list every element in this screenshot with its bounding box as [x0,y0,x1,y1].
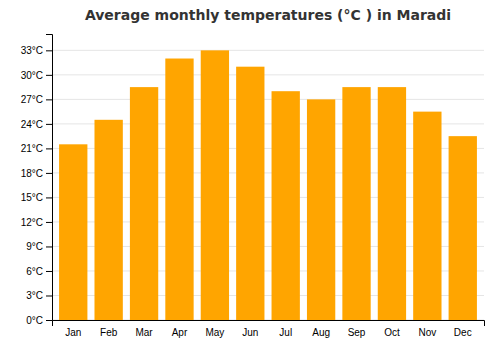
tick-mark [46,222,52,223]
tick-label: Oct [384,327,400,338]
bar [272,91,300,320]
tick-label: 21°C [21,143,43,154]
axis-line [53,321,485,327]
bar [59,144,87,320]
tick-label: Sep [348,327,366,338]
grid-line [52,50,484,51]
tick-mark [46,295,52,296]
tick-mark [46,75,52,76]
tick-mark [46,246,52,247]
tick: Dec [454,327,472,338]
tick-label: 6°C [26,266,43,277]
tick-label: 24°C [21,119,43,130]
tick-label: 33°C [21,45,43,56]
bars [59,50,477,320]
tick-label: Aug [312,327,330,338]
tick-label: Nov [418,327,436,338]
tick: 33°C [21,45,52,56]
grid-line [52,99,484,100]
tick-label: 27°C [21,94,43,105]
tick-label: 0°C [26,315,43,326]
bar [342,87,370,320]
plot: 0°C 3°C 6°C 9°C 12°C 15°C 18°C 21°C 24°C 27°C 30°C… [21,35,485,339]
tick: Nov [418,327,436,338]
tick: 9°C [26,241,52,252]
axis-line [46,35,53,321]
tick: 24°C [21,119,52,130]
tick: Sep [348,327,366,338]
tick-label: Feb [100,327,118,338]
bar [378,87,406,320]
title: Average monthly temperatures (°C ) in Ma… [85,7,451,23]
tick: Feb [100,327,118,338]
tick: 0°C [26,315,52,326]
tick-label: Jul [279,327,292,338]
bar [201,50,229,320]
tick: 15°C [21,192,52,203]
tick-label: 9°C [26,241,43,252]
tick: 6°C [26,266,52,277]
tick-mark [46,320,52,321]
bar [307,99,335,320]
tick: Apr [172,327,188,338]
tick: Jun [242,327,258,338]
tick: 27°C [21,94,52,105]
tick-label: 18°C [21,168,43,179]
y-axis: 0°C 3°C 6°C 9°C 12°C 15°C 18°C 21°C 24°C 27°C 30°C… [21,35,53,326]
tick: Jul [279,327,292,338]
tick-mark [46,99,52,100]
tick-label: Apr [172,327,188,338]
tick-label: 3°C [26,290,43,301]
tick: Mar [135,327,153,338]
tick-label: 30°C [21,70,43,81]
tick: May [205,327,224,338]
x-axis: Jan Feb Mar Apr May Jun Jul Aug Sep Oct Nov Dec [53,321,485,339]
tick-label: Jan [65,327,81,338]
tick: 21°C [21,143,52,154]
tick-mark [46,197,52,198]
bar [130,87,158,320]
tick-mark [46,173,52,174]
tick: 30°C [21,70,52,81]
chart: 0°C 3°C 6°C 9°C 12°C 15°C 18°C 21°C 24°C 27°C 30°C… [0,0,500,350]
tick-label: Jun [242,327,258,338]
bar [165,59,193,320]
grid [52,50,484,320]
bar [413,112,441,320]
tick: 18°C [21,168,52,179]
tick-mark [46,50,52,51]
bar [94,120,122,320]
tick-label: Dec [454,327,472,338]
tick-label: 15°C [21,192,43,203]
tick-label: 12°C [21,217,43,228]
tick: Aug [312,327,330,338]
tick: 12°C [21,217,52,228]
tick-label: May [205,327,224,338]
tick-mark [46,124,52,125]
grid-line [52,74,484,75]
tick: Jan [65,327,81,338]
tick: Oct [384,327,400,338]
bar [449,136,477,320]
tick-label: Mar [135,327,153,338]
tick-mark [46,271,52,272]
tick: 3°C [26,290,52,301]
bar [236,67,264,320]
tick-mark [46,148,52,149]
